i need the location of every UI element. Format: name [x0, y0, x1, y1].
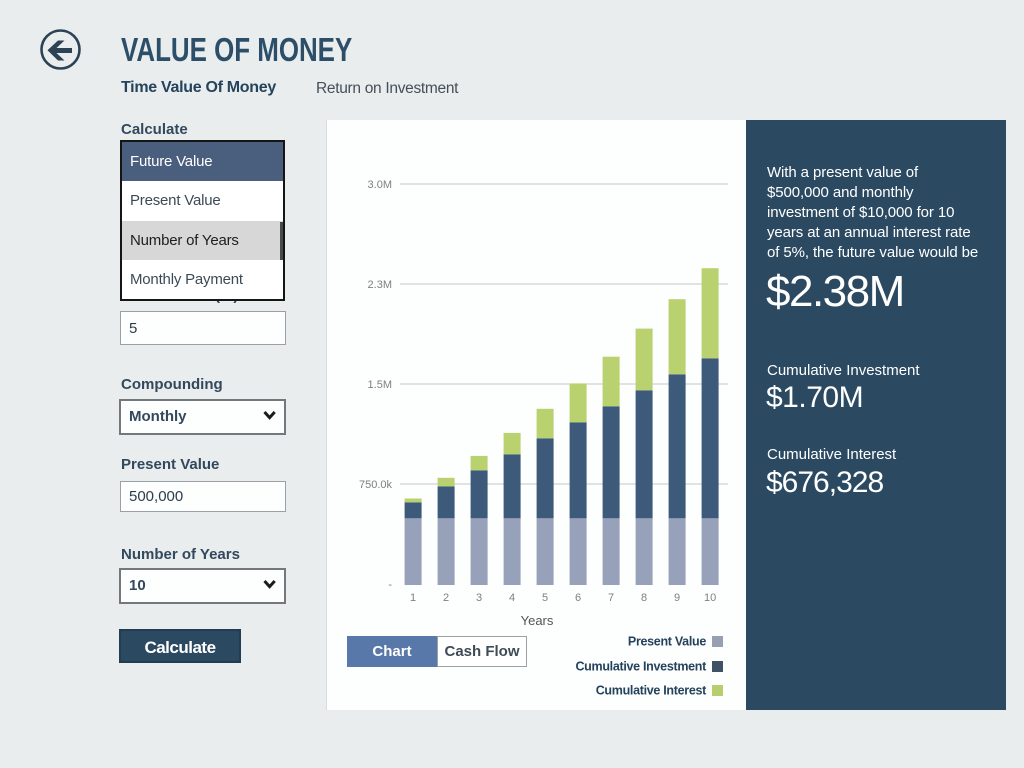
svg-text:6: 6 [575, 592, 581, 604]
svg-text:4: 4 [509, 592, 515, 604]
svg-text:2: 2 [443, 592, 449, 604]
svg-text:9: 9 [674, 592, 680, 604]
svg-text:-: - [388, 579, 392, 591]
svg-text:2.3M: 2.3M [368, 279, 392, 291]
svg-text:10: 10 [704, 592, 716, 604]
svg-text:7: 7 [608, 592, 614, 604]
svg-text:3.0M: 3.0M [368, 179, 392, 191]
svg-text:Years: Years [521, 613, 554, 628]
svg-text:8: 8 [641, 592, 647, 604]
svg-text:3: 3 [476, 592, 482, 604]
svg-text:1: 1 [410, 592, 416, 604]
svg-text:5: 5 [542, 592, 548, 604]
svg-text:750.0k: 750.0k [359, 479, 393, 491]
svg-text:1.5M: 1.5M [368, 379, 392, 391]
